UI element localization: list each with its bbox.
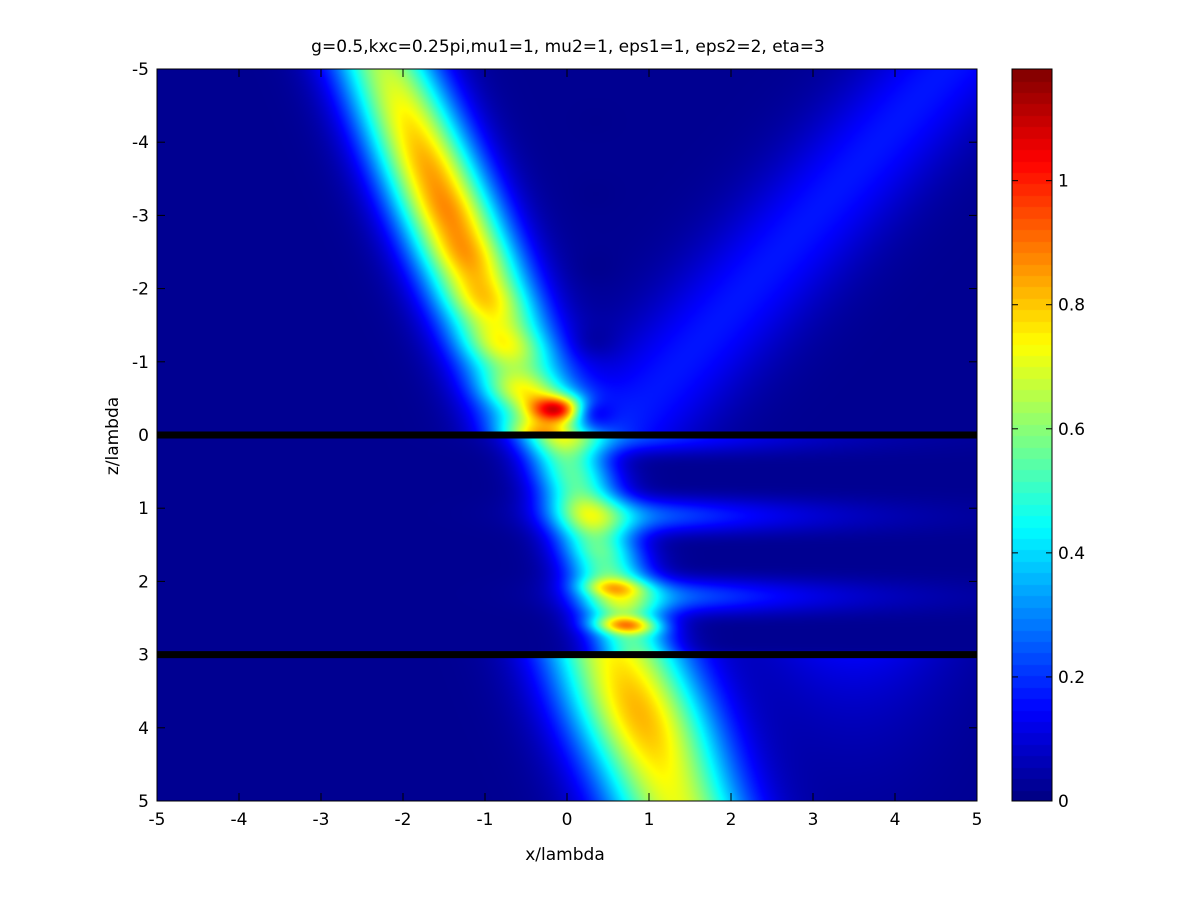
y-axis-ticks: -5 -4 -3 -2 -1 0 1 2 3 4 5 [132, 60, 977, 812]
y-tick-label: 3 [138, 646, 149, 666]
colorbar-tick-label: 0.2 [1058, 668, 1085, 688]
x-tick-label: -3 [313, 810, 330, 830]
y-tick-label: -2 [132, 280, 149, 300]
colorbar-tick-label: 1 [1058, 172, 1069, 192]
colorbar-ticks: 0 0.2 0.4 0.6 0.8 1 [1012, 172, 1085, 812]
y-axis-label: z/lambda [103, 397, 123, 475]
x-tick-label: 4 [890, 810, 901, 830]
x-tick-label: 5 [972, 810, 983, 830]
colorbar-frame [1011, 68, 1053, 802]
x-tick-label: -5 [149, 810, 166, 830]
colorbar-image-container [1012, 69, 1052, 801]
x-tick-label: 0 [562, 810, 573, 830]
colorbar-tick-label: 0 [1058, 792, 1069, 812]
y-tick-label: -1 [132, 353, 149, 373]
y-tick-label: 2 [138, 572, 149, 592]
x-tick-label: 2 [726, 810, 737, 830]
x-tick-label: 1 [644, 810, 655, 830]
y-tick-label: 1 [138, 499, 149, 519]
x-tick-label: 3 [808, 810, 819, 830]
colorbar-tick-label: 0.6 [1058, 420, 1085, 440]
chart-title: g=0.5,kxc=0.25pi,mu1=1, mu2=1, eps1=1, e… [311, 37, 825, 57]
interface-lines [157, 431, 977, 659]
colorbar-tick-label: 0.8 [1058, 296, 1085, 316]
x-axis-ticks: -5 -4 -3 -2 -1 0 1 2 3 4 5 [149, 69, 983, 830]
colorbar-tick-label: 0.4 [1058, 544, 1085, 564]
y-tick-label: 0 [138, 426, 149, 446]
x-axis-label: x/lambda [525, 845, 605, 865]
x-tick-label: -4 [231, 810, 248, 830]
x-tick-label: -1 [477, 810, 494, 830]
y-tick-label: -3 [132, 206, 149, 226]
y-tick-label: -5 [132, 60, 149, 80]
colorbar: 0 0.2 0.4 0.6 0.8 1 [1011, 68, 1085, 812]
y-tick-label: 4 [138, 719, 149, 739]
x-tick-label: -2 [395, 810, 412, 830]
colorbar-gradient [1012, 69, 1052, 801]
heatmap-plot: -5 -4 -3 -2 -1 0 1 2 3 4 5 -5 -4 -3 -2 -1 0 1 2 3 4 5 [132, 60, 982, 830]
y-tick-label: 5 [138, 792, 149, 812]
y-tick-label: -4 [132, 133, 149, 153]
